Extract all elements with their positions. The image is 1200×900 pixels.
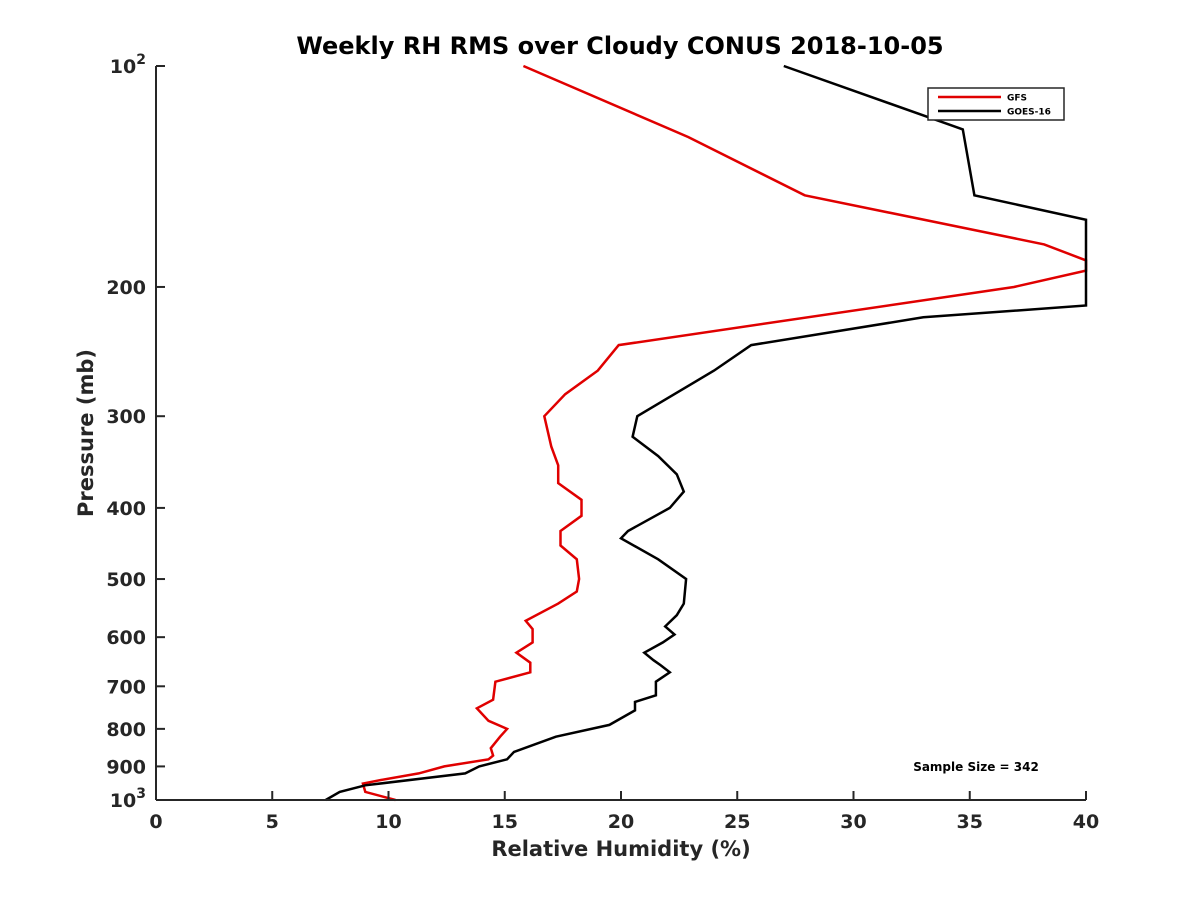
x-tick-label: 15 [492, 811, 518, 833]
y-tick-label: 600 [106, 627, 146, 649]
y-axis-label: Pressure (mb) [74, 349, 98, 517]
y-tick-label: 200 [106, 277, 146, 299]
x-tick-label: 30 [840, 811, 866, 833]
sample-size-annotation: Sample Size = 342 [913, 760, 1039, 774]
x-tick-label: 0 [149, 811, 162, 833]
x-axis-label: Relative Humidity (%) [491, 837, 750, 861]
legend: GFS GOES-16 [927, 87, 1065, 121]
y-tick-label: 400 [106, 498, 146, 520]
y-tick-label: 300 [106, 406, 146, 428]
x-tick-label: 25 [724, 811, 750, 833]
x-tick-label: 10 [375, 811, 401, 833]
legend-label: GFS [1007, 94, 1027, 104]
y-tick-label: 700 [106, 676, 146, 698]
y-tick-label: 103 [110, 786, 146, 812]
chart-title: Weekly RH RMS over Cloudy CONUS 2018-10-… [296, 32, 943, 60]
x-tick-label: 5 [266, 811, 279, 833]
legend-label: GOES-16 [1007, 108, 1051, 118]
x-tick-label: 20 [608, 811, 634, 833]
y-tick-label: 900 [106, 756, 146, 778]
x-tick-label: 35 [957, 811, 983, 833]
legend-box [927, 87, 1065, 121]
y-tick-label: 800 [106, 719, 146, 741]
series-line-gfs [361, 64, 1088, 802]
x-tick-label: 40 [1073, 811, 1099, 833]
series-line-goes-16 [325, 64, 1088, 802]
series-layer [325, 64, 1088, 802]
y-tick-label: 500 [106, 569, 146, 591]
y-tick-label: 102 [110, 52, 146, 78]
ticks-layer: 0 5 10 15 20 25 30 35 40 102 200 300 400 500 600 700 800… [106, 52, 1099, 833]
